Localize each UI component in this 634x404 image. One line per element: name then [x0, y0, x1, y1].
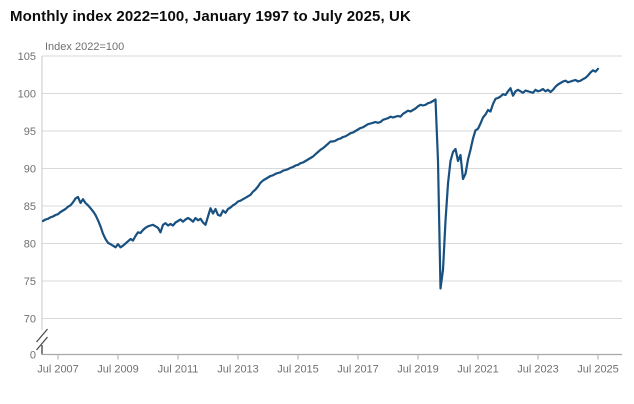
- y-tick-label: 100: [18, 89, 36, 101]
- y-tick-label: 80: [24, 239, 36, 251]
- y-tick-label: 90: [24, 164, 36, 176]
- y-tick-label: 0: [30, 350, 36, 362]
- y-tick-label: 105: [18, 51, 36, 63]
- x-tick-label: Jul 2015: [277, 364, 319, 376]
- y-tick-label: 70: [24, 314, 36, 326]
- x-tick-label: Jul 2011: [158, 364, 199, 376]
- x-tick-label: Jul 2023: [517, 364, 559, 376]
- x-tick-label: Jul 2013: [217, 364, 259, 376]
- x-tick-label: Jul 2019: [397, 364, 439, 376]
- axis-break-mark: [36, 336, 48, 351]
- x-tick-label: Jul 2017: [337, 364, 379, 376]
- x-tick-label: Jul 2021: [457, 364, 499, 376]
- y-axis-unit-label: Index 2022=100: [45, 41, 124, 53]
- axis-break-mark: [36, 328, 48, 343]
- y-tick-label: 85: [24, 201, 36, 213]
- page-title: Monthly index 2022=100, January 1997 to …: [10, 8, 411, 25]
- x-tick-label: Jul 2025: [577, 364, 619, 376]
- x-tick-label: Jul 2007: [37, 364, 79, 376]
- x-tick-label: Jul 2009: [97, 364, 139, 376]
- data-line: [41, 67, 600, 290]
- y-tick-label: 95: [24, 126, 36, 138]
- y-tick-label: 75: [24, 276, 36, 288]
